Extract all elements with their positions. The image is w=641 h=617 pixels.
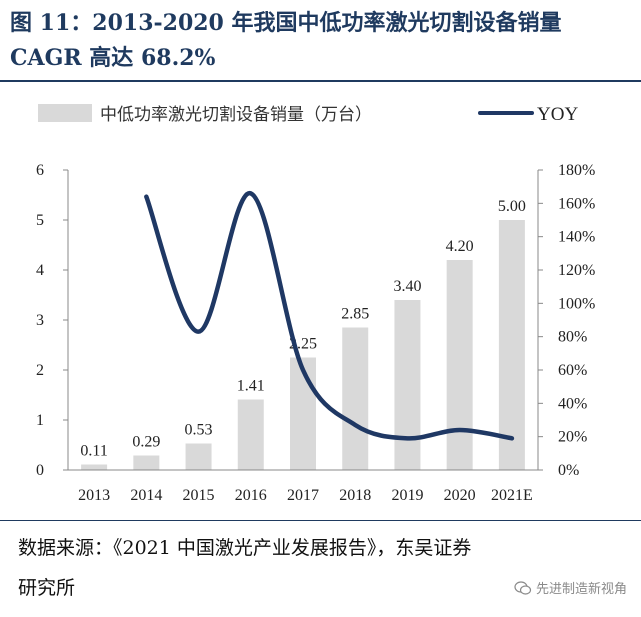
y-left-tick-label: 5 [36,212,44,229]
legend-label-bar: 中低功率激光切割设备销量（万台） [100,105,372,125]
bar [185,443,212,470]
bar [498,220,525,470]
y-left-tick-label: 6 [36,162,44,179]
bar-data-label: 1.41 [237,378,265,395]
x-tick-label: 2018 [339,487,371,504]
y-right-tick-label: 160% [558,195,595,212]
bar [237,399,264,470]
y-right-tick-label: 60% [558,362,587,379]
y-right-tick-label: 40% [558,395,587,412]
bar [81,464,108,470]
bar-data-label: 0.53 [185,422,213,439]
bar-data-label: 4.20 [446,238,474,255]
y-left-tick-label: 2 [36,362,44,379]
y-right-tick-label: 0% [558,462,579,479]
bar [133,455,160,470]
bar [446,260,473,470]
y-left-tick-label: 4 [36,262,44,279]
y-right-tick-labels: 0% 20% 40% 60% 80% 100% 120% 140% 160% 180% [538,162,595,479]
figure-title-line-1: 图 11：2013-2020 年我国中低功率激光切割设备销量 [10,10,562,36]
x-tick-label: 2013 [78,487,110,504]
source-line-2: 研究所 [18,577,76,599]
bar-data-label: 3.40 [393,278,421,295]
yoy-line [144,191,515,441]
legend-label-line: YOY [537,104,578,125]
y-right-tick-label: 100% [558,295,595,312]
watermark-text: 先进制造新视角 [535,582,627,597]
bar [342,327,369,470]
y-right-tick-label: 120% [558,262,595,279]
x-tick-label: 2017 [287,487,319,504]
chart: 中低功率激光切割设备销量（万台） YOY 0.110.290.531.412.2… [36,104,595,504]
bar-data-labels: 0.110.290.531.412.252.853.404.205.00 [80,198,525,460]
y-right-tick-label: 180% [558,162,595,179]
legend-swatch-bar [38,104,92,122]
source-line-1: 数据来源：《2021 中国激光产业发展报告》，东吴证券 [18,537,472,559]
y-left-tick-label: 0 [36,462,44,479]
bar [290,357,316,470]
source-divider [0,520,641,521]
y-left-tick-labels: 0 1 2 3 4 5 6 [36,162,68,479]
bar-data-label: 2.85 [341,306,369,323]
x-tick-label: 2014 [130,487,162,504]
figure-title-line-2: CAGR 高达 68.2% [10,45,216,71]
x-tick-label: 2021E [491,487,533,504]
bar-data-label: 0.11 [80,443,107,460]
bar-data-label: 5.00 [498,198,526,215]
title-divider [0,80,641,82]
figure-title: 图 11：2013-2020 年我国中低功率激光切割设备销量 CAGR 高达 6… [10,6,630,76]
bar-data-label: 0.29 [132,434,160,451]
y-right-tick-label: 140% [558,229,595,246]
x-tick-label: 2016 [235,487,267,504]
source-note: 数据来源：《2021 中国激光产业发展报告》，东吴证券 研究所 [18,528,618,608]
x-tick-label: 2019 [391,487,423,504]
x-tick-label: 2020 [444,487,476,504]
y-left-tick-label: 1 [36,412,44,429]
y-right-tick-label: 20% [558,429,587,446]
bar-series [81,220,525,470]
y-left-tick-label: 3 [36,312,44,329]
x-tick-label: 2015 [183,487,215,504]
y-right-tick-label: 80% [558,329,587,346]
watermark: 先进制造新视角 [514,578,627,597]
x-tick-labels: 2013 2014 2015 2016 2017 2018 2019 2020 2021E [78,487,533,504]
wechat-icon [514,580,532,595]
bar [394,300,421,470]
chart-legend: 中低功率激光切割设备销量（万台） YOY [38,104,578,125]
